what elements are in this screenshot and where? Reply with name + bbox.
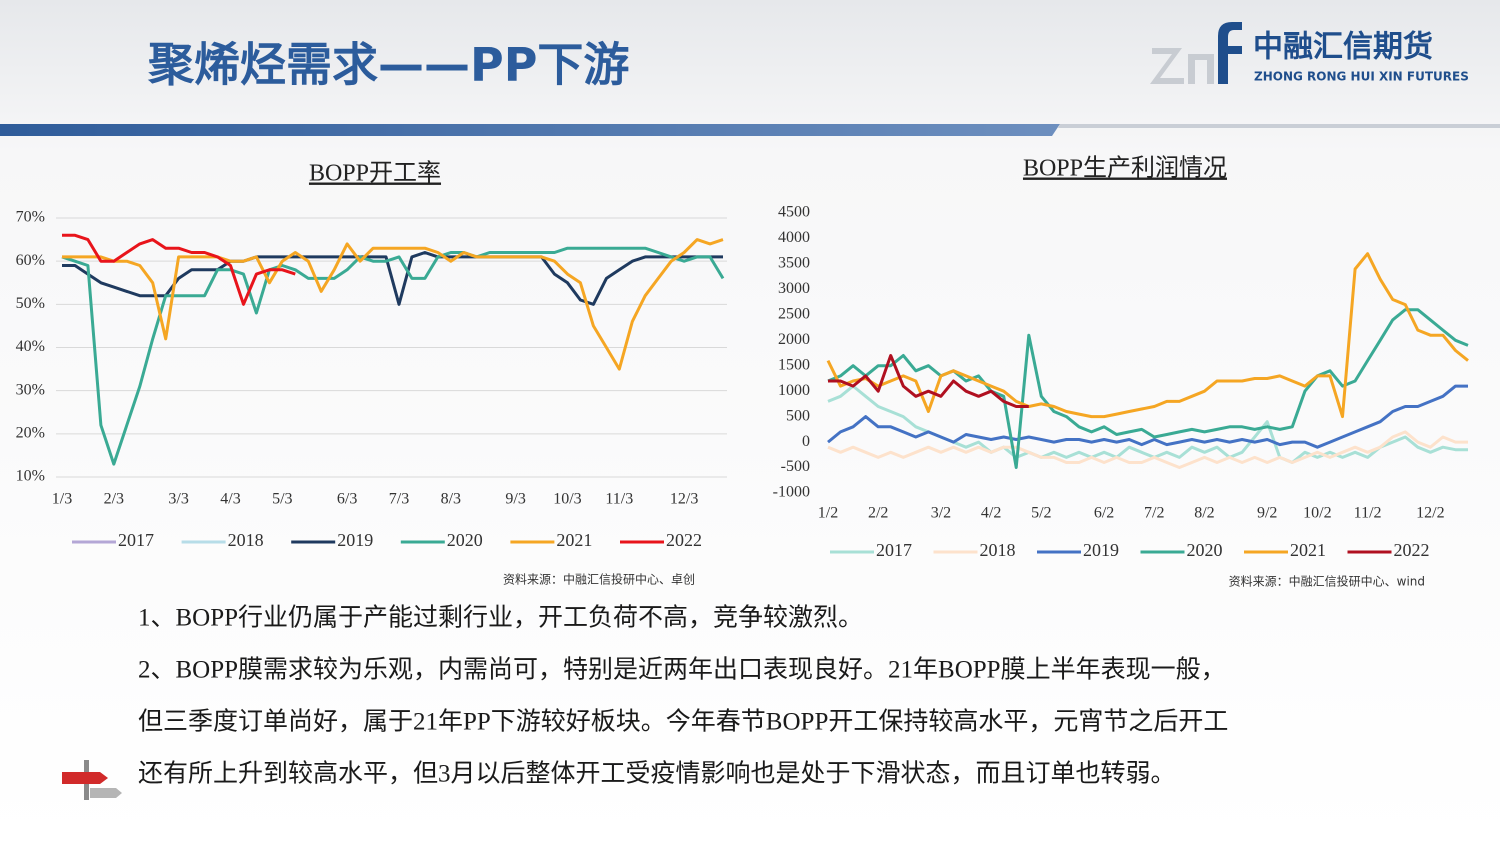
source-note: 资料来源：中融汇信投研中心、wind [1229,574,1425,589]
logo-en: ZHONG RONG HUI XIN FUTURES [1254,70,1469,84]
y-tick-label: 500 [786,407,810,424]
x-tick-label: 2/2 [868,505,888,522]
legend-label: 2019 [1083,540,1119,560]
y-tick-label: 30% [16,381,45,398]
signpost-sign-2 [90,788,122,798]
x-tick-label: 7/3 [389,491,409,508]
x-tick-label: 4/2 [981,505,1001,522]
y-tick-label: 60% [16,252,45,269]
y-tick-label: -500 [781,458,810,475]
x-tick-label: 11/3 [605,491,633,508]
series-line [62,251,723,306]
y-tick-label: 20% [16,425,45,442]
legend-label: 2021 [1290,540,1326,560]
legend-label: 2018 [228,530,264,550]
chart-title: BOPP生产利润情况 [1023,155,1227,182]
logo-mark-f [1218,22,1242,84]
y-tick-label: -1000 [773,484,810,501]
legend-label: 2020 [447,530,483,550]
series-line [827,384,1468,449]
y-tick-label: 40% [16,338,45,355]
series-line [62,238,724,371]
y-tick-label: 2000 [778,331,810,348]
legend-label: 2020 [1187,540,1223,560]
x-tick-label: 8/3 [441,491,461,508]
x-tick-label: 11/2 [1354,505,1382,522]
x-tick-label: 3/2 [931,505,951,522]
signpost-sign [62,772,108,784]
series-line [62,233,296,306]
logo-mark-n [1188,54,1214,84]
signpost-icon [62,760,122,800]
logo-mark-z [1150,48,1184,84]
x-tick-label: 2/3 [104,491,124,508]
y-tick-label: 0 [802,433,810,450]
y-tick-label: 10% [16,468,45,485]
x-tick-label: 7/2 [1144,505,1164,522]
header-band [0,124,1060,136]
legend-label: 2021 [556,530,592,550]
logo-cn: 中融汇信期货 [1253,30,1433,65]
y-tick-label: 4500 [778,204,810,221]
series-line [827,430,1468,469]
legend-label: 2019 [337,530,373,550]
x-tick-label: 5/2 [1031,505,1051,522]
y-tick-label: 2500 [778,305,810,322]
x-tick-label: 8/2 [1194,505,1214,522]
legend-label: 2022 [666,530,702,550]
x-tick-label: 1/2 [818,505,838,522]
series-line [828,354,1029,408]
x-tick-label: 12/3 [670,491,698,508]
body-line: 还有所上升到较高水平，但3月以后整体开工受疫情影响也是处于下滑状态，而且订单也转… [138,760,1176,788]
y-tick-label: 70% [16,209,45,226]
y-tick-label: 4000 [778,229,810,246]
y-tick-label: 1500 [778,356,810,373]
legend-label: 2018 [980,540,1016,560]
legend-label: 2017 [118,530,154,550]
header-band-tail [1058,124,1500,128]
y-tick-label: 3500 [778,255,810,272]
x-tick-label: 6/2 [1094,505,1114,522]
x-tick-label: 5/3 [272,491,292,508]
x-tick-label: 3/3 [168,491,188,508]
x-tick-label: 6/3 [337,491,357,508]
legend-label: 2022 [1394,540,1430,560]
series-line [827,308,1469,469]
source-note: 资料来源：中融汇信投研中心、卓创 [503,572,695,587]
chart-title: BOPP开工率 [309,160,441,187]
x-tick-label: 12/2 [1416,505,1444,522]
slide-title: 聚烯烃需求——PP下游 [147,38,629,92]
y-tick-label: 3000 [778,280,810,297]
y-tick-label: 1000 [778,382,810,399]
x-tick-label: 10/2 [1303,505,1331,522]
x-tick-label: 10/3 [553,491,581,508]
y-tick-label: 50% [16,295,45,312]
x-tick-label: 4/3 [220,491,240,508]
body-line: 1、BOPP行业仍属于产能过剩行业，开工负荷不高，竞争较激烈。 [138,604,863,632]
logo: 中融汇信期货 ZHONG RONG HUI XIN FUTURES [1150,22,1469,84]
legend-label: 2017 [876,540,912,560]
x-tick-label: 1/3 [52,491,72,508]
x-tick-label: 9/2 [1257,505,1277,522]
body-line: 2、BOPP膜需求较为乐观，内需尚可，特别是近两年出口表现良好。21年BOPP膜… [138,656,1226,684]
x-tick-label: 9/3 [505,491,525,508]
body-line: 但三季度订单尚好，属于21年PP下游较好板块。今年春节BOPP开工保持较高水平，… [138,708,1228,736]
